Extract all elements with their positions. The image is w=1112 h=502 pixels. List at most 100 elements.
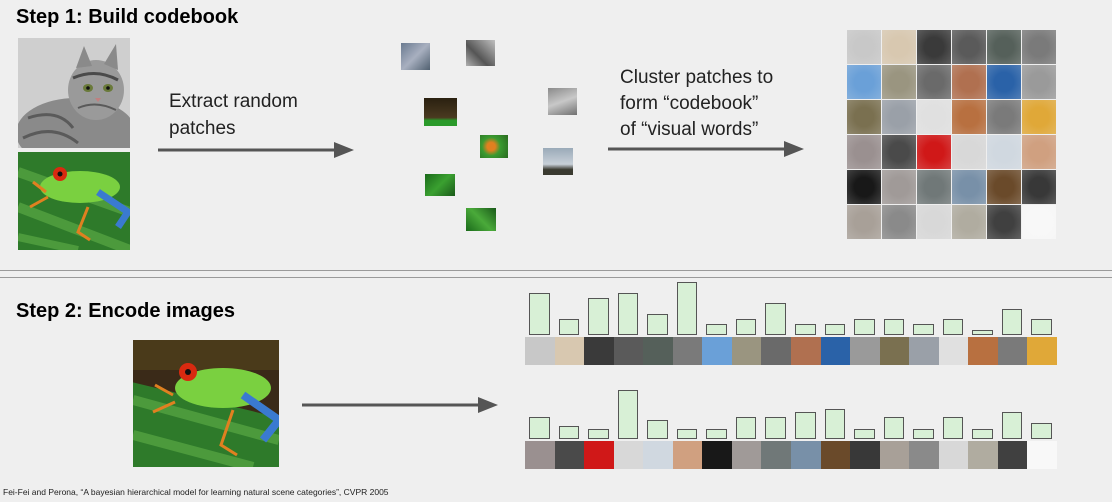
patch	[401, 43, 430, 70]
histogram-bar	[913, 429, 934, 439]
histogram-bar	[765, 303, 786, 335]
histogram-swatch	[879, 337, 910, 365]
codebook-cell	[882, 170, 916, 204]
histogram-bar	[795, 324, 816, 335]
histogram-2	[525, 385, 1058, 471]
histogram-swatch	[761, 337, 792, 365]
histogram-bar	[676, 429, 698, 439]
histogram-bar	[1001, 308, 1023, 335]
codebook-cell	[882, 30, 916, 64]
histogram-bar	[854, 319, 875, 335]
citation: Fei-Fei and Perona, “A bayesian hierarch…	[3, 487, 389, 497]
histogram-bar	[942, 417, 964, 439]
patch	[548, 88, 577, 115]
frog-photo-large	[133, 340, 279, 467]
step2-title: Step 2: Encode images	[16, 300, 235, 322]
histogram-swatch	[997, 441, 1028, 469]
histogram-bar	[647, 313, 668, 335]
histogram-swatch	[1027, 337, 1058, 365]
codebook-cell	[917, 30, 951, 64]
histogram-swatch	[850, 337, 881, 365]
codebook-cell	[1022, 135, 1056, 169]
histogram-swatch	[938, 337, 969, 365]
histogram-swatch	[702, 441, 733, 469]
codebook-cell	[987, 30, 1021, 64]
codebook-cell	[847, 170, 881, 204]
codebook-cell	[882, 100, 916, 134]
histogram-swatch	[672, 337, 703, 365]
histogram-swatch	[672, 441, 703, 469]
codebook-cell	[987, 135, 1021, 169]
extract-arrow	[158, 142, 354, 158]
codebook-cell	[917, 135, 951, 169]
codebook-cell	[952, 205, 986, 239]
histogram-swatch	[584, 337, 615, 365]
codebook-cell	[952, 100, 986, 134]
histogram-swatch	[731, 337, 762, 365]
frog-photo-small	[18, 152, 130, 250]
histogram-swatch	[702, 337, 733, 365]
codebook-cell	[1022, 30, 1056, 64]
histogram-swatch	[938, 441, 969, 469]
histogram-bar	[558, 425, 580, 439]
histogram-bar	[1031, 422, 1052, 439]
patch	[543, 148, 573, 175]
patch	[466, 208, 496, 231]
histogram-swatch	[879, 441, 910, 469]
codebook-cell	[882, 135, 916, 169]
histogram-swatch	[643, 441, 674, 469]
section-divider	[0, 270, 1112, 271]
codebook-cell	[987, 170, 1021, 204]
codebook-cell	[847, 65, 881, 99]
histogram-bar	[647, 420, 668, 439]
step1-title: Step 1: Build codebook	[16, 6, 239, 28]
extract-label-line2: patches	[169, 118, 236, 139]
patch	[480, 135, 508, 158]
extract-label-line1: Extract random	[169, 91, 298, 112]
histogram-swatch	[554, 441, 585, 469]
histogram-bar	[529, 292, 550, 335]
histogram-bar	[883, 319, 905, 335]
histogram-swatch	[643, 337, 674, 365]
histogram-1	[525, 282, 1058, 366]
histogram-bar	[883, 417, 905, 439]
histogram-swatch	[909, 337, 940, 365]
histogram-bar	[558, 319, 580, 335]
codebook-cell	[952, 170, 986, 204]
codebook-cell	[847, 100, 881, 134]
cluster-arrow	[608, 141, 804, 157]
histogram-bar	[854, 429, 875, 439]
histogram-swatch	[761, 441, 792, 469]
histogram-bar	[1001, 412, 1023, 439]
histogram-swatch	[554, 337, 585, 365]
histogram-bar	[913, 324, 934, 335]
histogram-bar	[735, 319, 757, 335]
histogram-bar	[706, 324, 727, 335]
histogram-swatch	[997, 337, 1028, 365]
histogram-swatch	[1027, 441, 1058, 469]
codebook-cell	[882, 205, 916, 239]
cat-photo	[18, 38, 130, 148]
codebook-cell	[1022, 65, 1056, 99]
codebook-grid	[847, 30, 1057, 240]
histogram-bar	[972, 329, 993, 335]
histogram-swatch	[791, 441, 822, 469]
codebook-cell	[917, 205, 951, 239]
histogram-bar	[972, 429, 993, 439]
histogram-bar	[824, 324, 846, 335]
codebook-cell	[952, 135, 986, 169]
histogram-swatch	[850, 441, 881, 469]
codebook-cell	[882, 65, 916, 99]
codebook-cell	[952, 65, 986, 99]
histogram-bar	[795, 412, 816, 439]
patch	[424, 98, 457, 126]
codebook-cell	[847, 135, 881, 169]
histogram-swatch	[820, 337, 851, 365]
histogram-bar	[617, 390, 639, 439]
codebook-cell	[1022, 100, 1056, 134]
codebook-cell	[847, 30, 881, 64]
codebook-cell	[917, 170, 951, 204]
histogram-swatch	[909, 441, 940, 469]
codebook-cell	[847, 205, 881, 239]
histogram-bar	[942, 319, 964, 335]
